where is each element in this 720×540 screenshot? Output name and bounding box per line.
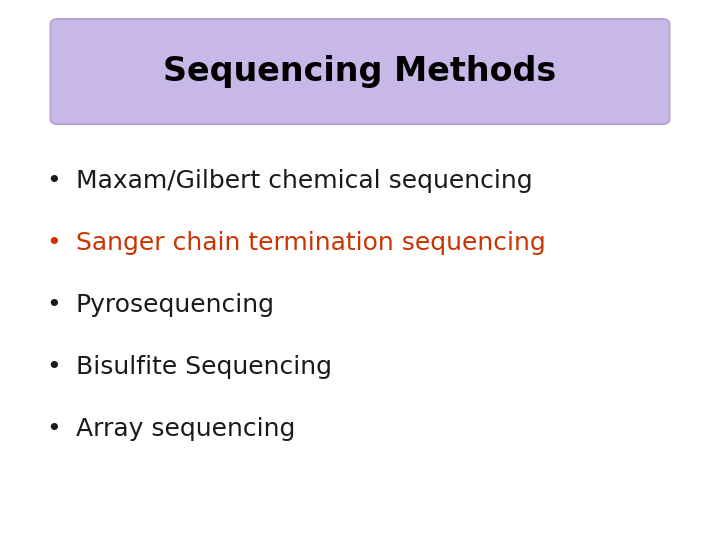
Text: Maxam/Gilbert chemical sequencing: Maxam/Gilbert chemical sequencing: [76, 169, 532, 193]
Text: Bisulfite Sequencing: Bisulfite Sequencing: [76, 355, 332, 379]
FancyBboxPatch shape: [50, 19, 670, 124]
Text: Sanger chain termination sequencing: Sanger chain termination sequencing: [76, 231, 545, 255]
Text: •: •: [47, 293, 61, 317]
Text: Sequencing Methods: Sequencing Methods: [163, 55, 557, 88]
Text: Array sequencing: Array sequencing: [76, 417, 295, 441]
Text: Pyrosequencing: Pyrosequencing: [76, 293, 274, 317]
Text: •: •: [47, 355, 61, 379]
Text: •: •: [47, 231, 61, 255]
Text: •: •: [47, 417, 61, 441]
Text: •: •: [47, 169, 61, 193]
